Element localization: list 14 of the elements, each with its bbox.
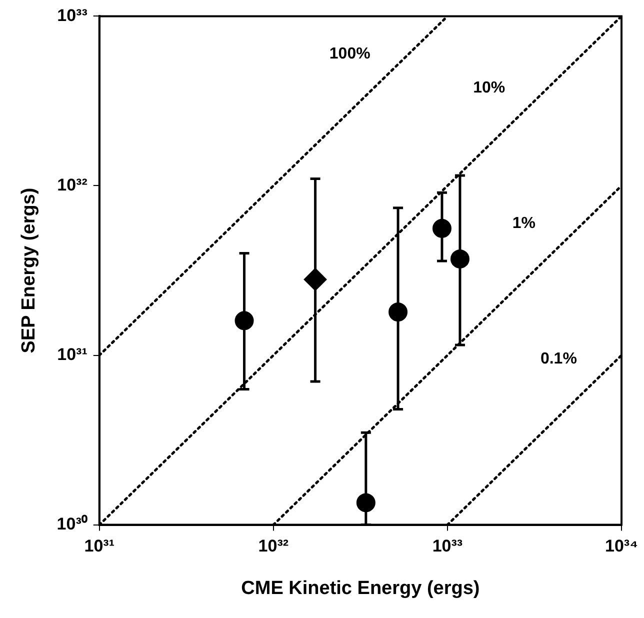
series-label: 0.1% [540, 350, 577, 368]
series-label: 100% [329, 45, 370, 62]
x-tick-label: 10³⁴ [605, 536, 638, 556]
series-label: 1% [512, 214, 536, 232]
y-tick-label: 10³³ [57, 6, 88, 25]
y-tick-label: 10³¹ [57, 344, 88, 364]
y-tick-label: 10³⁰ [56, 514, 88, 534]
y-tick-label: 10³² [57, 175, 88, 194]
y-axis-title: SEP Energy (ergs) [18, 188, 40, 354]
x-tick-label: 10³³ [432, 536, 463, 556]
series-label: 10% [473, 79, 506, 96]
x-tick-label: 10³² [258, 536, 289, 556]
x-tick-label: 10³¹ [84, 536, 115, 556]
x-axis-title: CME Kinetic Energy (ergs) [241, 578, 480, 599]
